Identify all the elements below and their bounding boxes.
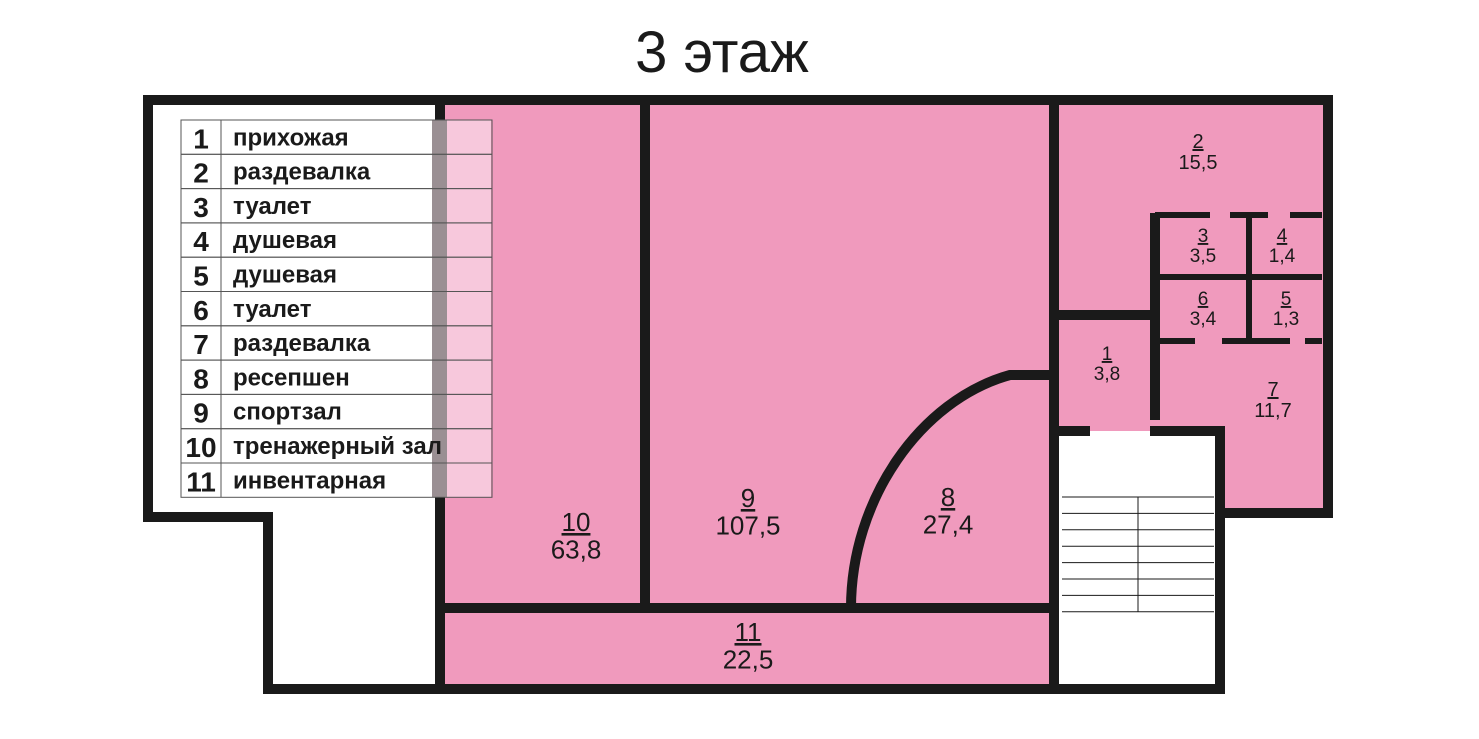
legend-number: 11 bbox=[186, 466, 216, 497]
legend-room-name: тренажерный зал bbox=[233, 433, 442, 460]
legend-number: 5 bbox=[193, 261, 209, 292]
legend-row: 1 прихожая bbox=[180, 119, 493, 155]
legend-row: 5 душевая bbox=[180, 256, 493, 293]
legend-number: 3 bbox=[193, 192, 209, 223]
legend-number: 6 bbox=[193, 295, 209, 326]
room-area: 107,5 bbox=[715, 510, 780, 540]
legend-number: 7 bbox=[193, 329, 209, 360]
room-label: 215,5 bbox=[1179, 131, 1218, 174]
legend-room-name: инвентарная bbox=[233, 467, 386, 494]
legend-room-name: раздевалка bbox=[233, 330, 371, 357]
legend-row: 11 инвентарная bbox=[180, 462, 493, 498]
room-number: 11 bbox=[735, 617, 762, 647]
legend-number: 9 bbox=[193, 398, 209, 429]
room-number: 9 bbox=[741, 483, 755, 513]
room-area: 11,7 bbox=[1254, 400, 1291, 422]
room-number: 5 bbox=[1281, 289, 1292, 310]
room-label: 33,5 bbox=[1190, 226, 1216, 267]
legend-row-border bbox=[180, 462, 493, 498]
main-hall-fill bbox=[440, 103, 1054, 689]
floor-title: 3 этаж bbox=[635, 20, 809, 85]
room-number: 8 bbox=[941, 482, 955, 512]
legend-row: 2 раздевалка bbox=[180, 153, 493, 190]
legend-room-name: спортзал bbox=[233, 399, 342, 426]
room-area: 3,5 bbox=[1190, 246, 1216, 267]
room-number: 6 bbox=[1198, 289, 1209, 310]
room-label: 711,7 bbox=[1254, 379, 1291, 422]
legend-room-name: туалет bbox=[233, 296, 312, 323]
legend-room-name: туалет bbox=[233, 193, 312, 220]
room-fills bbox=[440, 103, 1328, 689]
room-area: 1,3 bbox=[1273, 309, 1299, 330]
room-number: 10 bbox=[562, 507, 591, 537]
room-labels: 13,8 215,5 33,5 41,4 51,3 63,4 711,7 827,4 9107,… bbox=[551, 131, 1300, 674]
east-wing-upper-fill bbox=[1054, 103, 1328, 315]
west-annex-wall bbox=[143, 95, 440, 694]
east-wing-middle-fill bbox=[1054, 315, 1328, 431]
legend-room-name: душевая bbox=[233, 262, 337, 289]
legend-shadow-band bbox=[432, 120, 447, 498]
room-label: 63,4 bbox=[1190, 289, 1217, 330]
room-number: 3 bbox=[1198, 226, 1209, 247]
legend-row: 10 тренажерный зал bbox=[180, 428, 493, 464]
legend-room-name: прихожая bbox=[233, 124, 349, 151]
room-area: 27,4 bbox=[923, 509, 974, 539]
legend-number: 8 bbox=[193, 363, 209, 394]
wall-reception-curve bbox=[846, 370, 1054, 609]
room-label: 41,4 bbox=[1269, 226, 1296, 267]
room-number: 7 bbox=[1267, 379, 1278, 401]
east-wing-lower-fill bbox=[1220, 431, 1328, 513]
room-area: 63,8 bbox=[551, 534, 602, 564]
east-wing-wall bbox=[1054, 95, 1333, 518]
legend-table: 1 прихожая 2 раздевалка 3 туалет 4 душевая 5 душе… bbox=[180, 119, 493, 498]
legend-number: 4 bbox=[193, 226, 209, 257]
room-label: 827,4 bbox=[923, 482, 974, 539]
legend-row: 6 туалет bbox=[180, 291, 493, 327]
legend-row: 9 спортзал bbox=[180, 393, 493, 430]
room-number: 4 bbox=[1277, 226, 1288, 247]
legend-number: 10 bbox=[185, 432, 216, 463]
room-number: 2 bbox=[1192, 131, 1203, 153]
room-area: 3,4 bbox=[1190, 309, 1217, 330]
room-area: 22,5 bbox=[723, 644, 774, 674]
room-area: 3,8 bbox=[1094, 364, 1120, 385]
stairwell-wall bbox=[1049, 431, 1225, 694]
legend-row: 4 душевая bbox=[180, 222, 493, 258]
room-area: 1,4 bbox=[1269, 246, 1296, 267]
legend-number: 2 bbox=[193, 158, 209, 189]
legend-number: 1 bbox=[193, 123, 209, 154]
room-area: 15,5 bbox=[1179, 152, 1218, 174]
room-label: 13,8 bbox=[1094, 344, 1120, 385]
room-label: 51,3 bbox=[1273, 289, 1299, 330]
legend-room-name: душевая bbox=[233, 227, 337, 254]
legend-row: 7 раздевалка bbox=[180, 325, 493, 361]
staircase-icon bbox=[1062, 496, 1214, 613]
thin-walls bbox=[1155, 212, 1322, 344]
legend-room-name: раздевалка bbox=[233, 159, 371, 186]
legend-room-name: ресепшен bbox=[233, 364, 350, 391]
room-number: 1 bbox=[1102, 344, 1113, 365]
